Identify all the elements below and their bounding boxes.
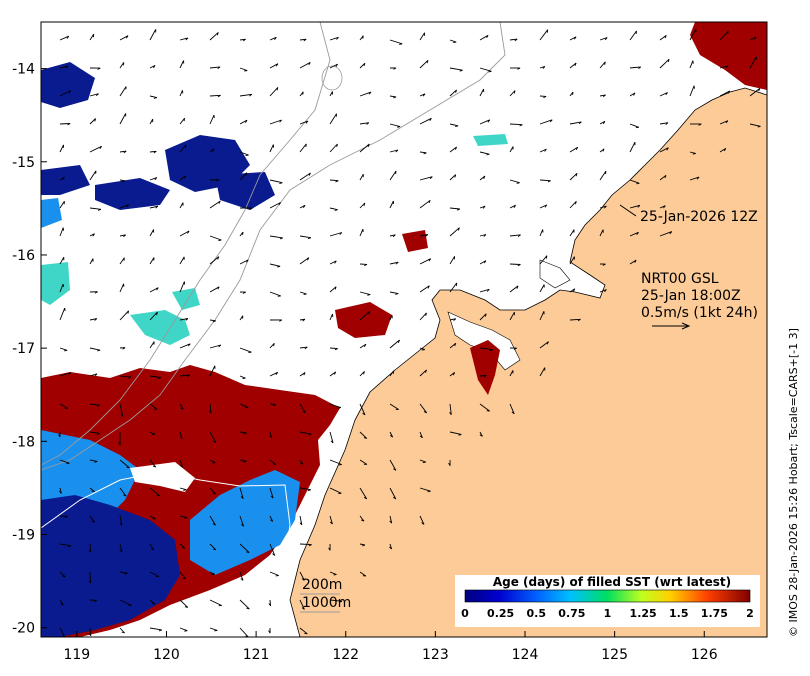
sst-age-cyan-patch-4 [473,134,508,146]
colorbar-tick-label: 1.5 [669,607,689,620]
y-tick-label: -14 [12,62,35,78]
colorbar-title: Age (days) of filled SST (wrt latest) [493,575,731,589]
current-vector-head [363,36,364,39]
colorbar-tick-label: 1.25 [630,607,657,620]
y-tick-label: -17 [12,341,35,357]
current-vector-head [246,155,249,156]
current-vector-head [218,240,221,241]
y-tick-label: -20 [12,621,35,637]
product-label: NRT00 GSL [641,271,719,287]
current-vector-head [157,495,160,496]
current-vector-head [214,630,217,631]
contour-legend-200m: 200m [302,577,342,593]
colorbar-tick-label: 0.5 [527,607,547,620]
contour-legend-1000m: 1000m [302,595,351,611]
timestamp-label: 25-Jan-2026 12Z [640,209,758,225]
x-tick-label: 123 [422,647,449,663]
x-tick-label: 124 [512,647,539,663]
current-vector [300,544,312,545]
current-vector-head [453,42,456,43]
current-vector-head [546,256,547,259]
y-tick-label: -19 [12,528,35,544]
credit-text: © IMOS 28-Jan-2026 15:26 Hobart; Tscale=… [787,328,800,637]
current-vector-head [304,633,307,634]
colorbar-gradient [465,590,750,602]
product-time-label: 25-Jan 18:00Z [641,288,741,304]
current-vector-head [399,44,402,45]
current-vector-head [92,491,95,492]
x-tick-label: 122 [332,647,359,663]
colorbar-tick-label: 1.75 [701,607,728,620]
current-vector [330,348,338,349]
current-vector-head [64,350,67,351]
x-tick-label: 119 [63,647,90,663]
colorbar-tick-label: 0 [461,607,469,620]
y-tick-label: -15 [12,155,35,171]
current-vector-head [67,463,70,464]
y-tick-label: -16 [12,248,35,264]
current-vector-head [303,92,304,95]
current-vector-head [184,631,187,632]
colorbar-tick-label: 1 [604,607,612,620]
current-vector-head [428,491,431,492]
colorbar: Age (days) of filled SST (wrt latest) 0 0… [455,575,760,627]
current-vector-head [338,408,341,409]
scale-label: 0.5m/s (1kt 24h) [641,305,758,321]
colorbar-tick-label: 0.25 [487,607,514,620]
y-tick-label: -18 [12,434,35,450]
x-tick-label: 120 [153,647,180,663]
current-vector-head [636,183,639,184]
current-vector-head [422,350,425,351]
current-vector [90,572,91,583]
current-vector-head [184,118,185,121]
current-vector-head [152,604,155,605]
current-vector-head [306,144,307,147]
x-tick-label: 121 [243,647,270,663]
colorbar-tick-label: 0.75 [558,607,585,620]
current-vector-head [423,462,426,463]
current-vector [510,264,521,265]
x-tick-label: 126 [691,647,718,663]
x-tick-label: 125 [601,647,628,663]
current-vector-head [244,71,247,72]
current-vector-head [185,145,186,148]
colorbar-tick-label: 2 [746,607,754,620]
current-vector-head [605,62,606,65]
current-vector-head [127,467,130,468]
